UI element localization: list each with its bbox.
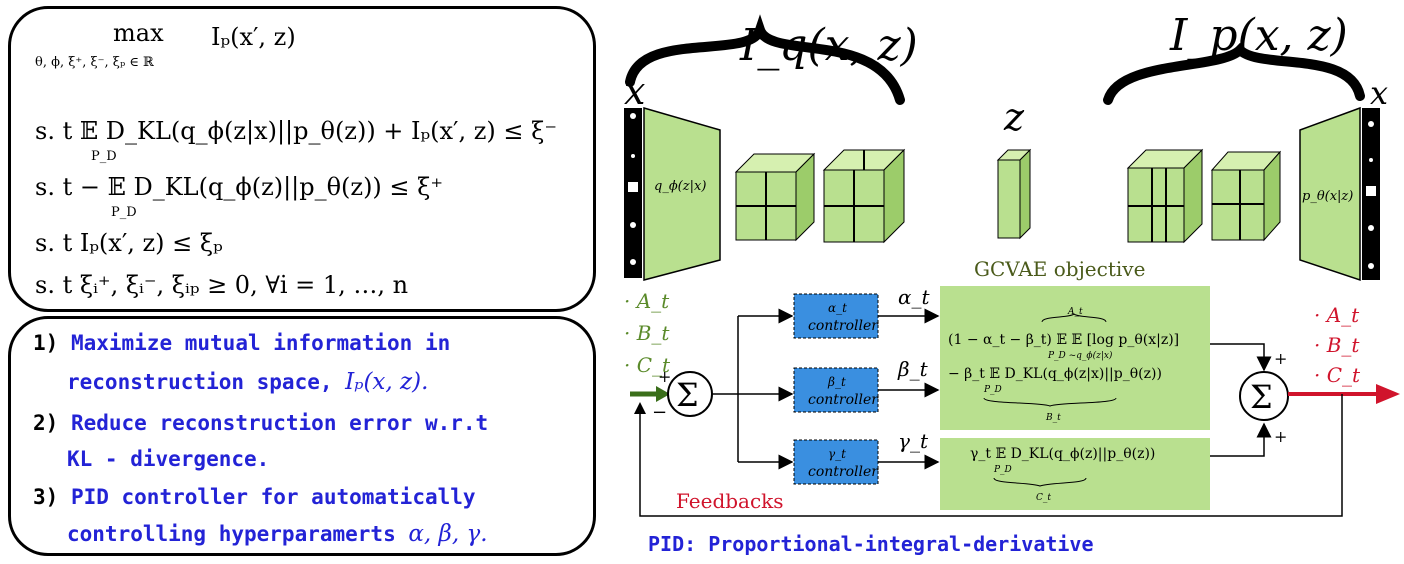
latent-z-block <box>996 148 1032 240</box>
feedback-label: Feedbacks <box>676 489 784 513</box>
input-sum-plus: + <box>658 367 671 386</box>
beta-controller-symbol: β_t <box>827 375 846 389</box>
goal-2-number: 2) <box>33 411 59 435</box>
obj-term2-brace-label: B_t <box>1045 413 1061 423</box>
output-a: · A_t <box>1314 303 1360 327</box>
gcvae-diagram: I_q(x, z) I_p(x, z) x x z q_ϕ(z|x) <box>624 10 1400 517</box>
goal-3-number: 3) <box>33 485 59 509</box>
goal-3-line-2: controlling hyperparamerts α, β, γ. <box>67 521 488 547</box>
decoder <box>1299 106 1361 282</box>
decoder-label: p_θ(x|z) <box>1302 189 1353 204</box>
pid-caption: PID: Proportional-integral-derivative <box>648 532 1094 556</box>
goal-1-text: Maximize mutual information in <box>70 331 451 355</box>
decoder-cube-2 <box>1210 150 1282 242</box>
obj-term1-brace-label: A_t <box>1067 307 1083 317</box>
gamma-signal: γ_t <box>898 429 929 453</box>
objective: Iₚ(x′, z) <box>211 23 296 51</box>
objective-block-ab <box>940 286 1210 430</box>
goals-box: 1) Maximize mutual information in recons… <box>8 316 596 556</box>
decoder-cube-1 <box>1126 148 1204 244</box>
gamma-controller-name: controller <box>808 464 879 480</box>
obj-term3-brace-label: C_t <box>1036 493 1051 503</box>
constraint-1: s. t 𝔼 D_KL(q_ϕ(z|x)||p_θ(z)) + Iₚ(x′, z… <box>35 117 557 145</box>
output-sum-plus-bottom: + <box>1274 427 1287 446</box>
obj-term3: γ_t 𝔼 D_KL(q_ϕ(z)||p_θ(z)) <box>970 446 1155 462</box>
input-image-strip <box>624 108 642 278</box>
beta-signal: β_t <box>897 357 929 381</box>
ip-label: I_p(x, z) <box>1169 10 1348 61</box>
beta-controller-name: controller <box>808 392 879 408</box>
constraint-1-subscript: P_D <box>91 149 117 164</box>
goal-2-line-1: 2) Reduce reconstruction error w.r.t <box>33 411 488 435</box>
output-sum-plus-top: + <box>1274 349 1287 368</box>
alpha-controller-symbol: α_t <box>828 301 847 315</box>
alpha-controller <box>793 293 879 339</box>
iq-label: I_q(x, z) <box>739 20 918 71</box>
goal-1-line-2: reconstruction space, Iₚ(x, z). <box>67 369 428 395</box>
ip-brace <box>1103 42 1365 105</box>
input-sum-minus: − <box>652 402 667 423</box>
obj-term2: − β_t 𝔼 D_KL(q_ϕ(z|x)||p_θ(z)) <box>948 366 1162 382</box>
feedback-loop <box>639 394 1343 517</box>
obj-term1-sub: P_D ~q_ϕ(z|x) <box>1047 350 1113 361</box>
goal-3-text: PID controller for automatically <box>70 485 476 509</box>
input-b: · B_t <box>624 321 670 345</box>
optimization-box: max θ, ϕ, ξ⁺, ξ⁻, ξₚ ∈ ℝ Iₚ(x′, z) s. t … <box>8 6 596 312</box>
goal-1-math: Iₚ(x, z). <box>345 369 429 395</box>
iq-brace <box>625 14 905 105</box>
output-sum-symbol: Σ <box>1250 378 1273 416</box>
goal-3-text-2: controlling hyperparamerts <box>67 522 409 546</box>
gamma-controller-symbol: γ_t <box>828 447 846 461</box>
constraint-2: s. t − 𝔼 D_KL(q_ϕ(z)||p_θ(z)) ≤ ξ⁺ <box>35 173 444 201</box>
goal-1-number: 1) <box>33 331 59 355</box>
goal-1-line-1: 1) Maximize mutual information in <box>33 331 450 355</box>
obj-term2-sub: P_D <box>983 385 1002 395</box>
goal-3-line-1: 3) PID controller for automatically <box>33 485 476 509</box>
beta-controller <box>793 367 879 413</box>
constraint-3: s. t Iₚ(x′, z) ≤ ξₚ <box>35 229 223 257</box>
encoder-label: q_ϕ(z|x) <box>654 179 706 194</box>
encoder <box>643 107 721 281</box>
goal-3-math: α, β, γ. <box>408 521 488 547</box>
input-sum-symbol: Σ <box>676 376 699 414</box>
z-label: z <box>1003 95 1025 139</box>
encoder-cube-2 <box>822 148 906 244</box>
constraint-2-subscript: P_D <box>111 205 137 220</box>
max-operator: max <box>113 19 164 47</box>
x-input-label: x <box>624 69 645 113</box>
x-output-label: x <box>1370 74 1388 112</box>
input-a: · A_t <box>624 289 670 313</box>
objective-block-c <box>940 438 1210 510</box>
goal-2-line-2: KL - divergence. <box>67 447 269 471</box>
input-image-dots <box>628 113 638 265</box>
output-image-dots <box>1366 121 1376 269</box>
alpha-signal: α_t <box>898 285 931 309</box>
goal-2-text-2: KL - divergence. <box>67 447 270 471</box>
output-c: · C_t <box>1314 363 1361 387</box>
alpha-controller-name: controller <box>808 318 879 334</box>
goal-1-text-2: reconstruction space, <box>67 370 346 394</box>
output-b: · B_t <box>1314 333 1360 357</box>
constraint-4: s. t ξᵢ⁺, ξᵢ⁻, ξᵢₚ ≥ 0, ∀i = 1, …, n <box>35 271 409 299</box>
max-subscript: θ, ϕ, ξ⁺, ξ⁻, ξₚ ∈ ℝ <box>35 55 154 70</box>
obj-term1: (1 − α_t − β_t) 𝔼 𝔼 [log p_θ(x|z)] <box>948 332 1179 348</box>
encoder-cube-1 <box>734 152 816 242</box>
gcvae-title: GCVAE objective <box>974 257 1145 281</box>
goal-2-text: Reduce reconstruction error w.r.t <box>70 411 489 435</box>
input-c: · C_t <box>624 353 671 377</box>
obj-term3-sub: P_D <box>993 465 1012 475</box>
